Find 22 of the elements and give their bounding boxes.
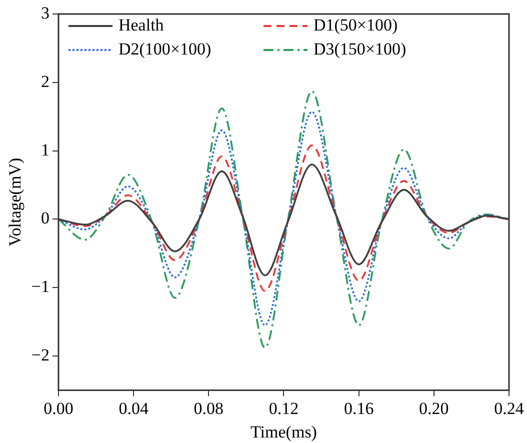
legend-label: D2(100×100)	[118, 39, 212, 58]
x-tick-label: 0.16	[344, 398, 374, 418]
y-tick-label: −1	[31, 277, 50, 296]
legend-label: Health	[118, 15, 164, 34]
x-tick-label: 0.08	[194, 398, 224, 418]
x-tick-label: 0.12	[268, 398, 299, 418]
y-tick-label: 0	[40, 208, 50, 228]
y-axis-title: Voltage(mV)	[6, 158, 25, 246]
y-tick-label: 2	[40, 72, 50, 91]
line-series	[58, 144, 509, 292]
line-series	[58, 164, 509, 276]
x-axis-title: Time(ms)	[250, 422, 317, 442]
y-tick-label: 3	[40, 3, 50, 22]
y-tick-label: −2	[31, 345, 50, 364]
x-tick-label: 0.04	[118, 398, 149, 418]
y-tick-label: 1	[40, 140, 50, 160]
line-series	[58, 90, 509, 349]
x-tick-label: 0.24	[494, 398, 524, 418]
x-tick-label: 0.00	[44, 398, 74, 418]
x-tick-label: 0.20	[419, 398, 449, 418]
legend-label: D1(50×100)	[313, 15, 398, 34]
legend-label: D3(150×100)	[313, 39, 406, 58]
